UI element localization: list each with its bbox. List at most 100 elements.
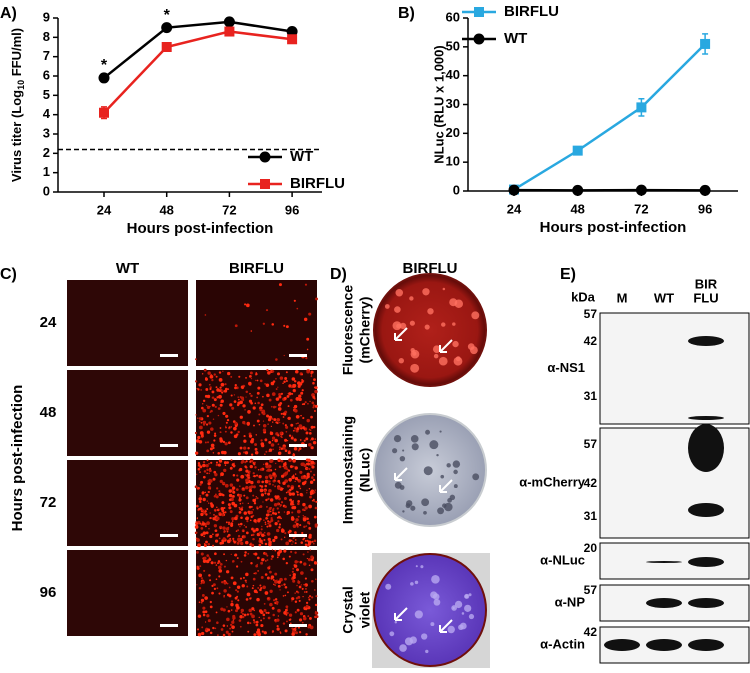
label: * <box>164 7 171 24</box>
cell-dot <box>300 415 302 417</box>
cell-dot <box>283 595 285 597</box>
label: 48 <box>570 201 584 216</box>
plaque <box>471 311 479 319</box>
cell-dot <box>216 517 220 521</box>
plaque <box>443 288 446 291</box>
cell-dot <box>195 451 198 454</box>
cell-dot <box>257 557 260 560</box>
cell-dot <box>280 632 282 634</box>
cell-dot <box>208 619 211 622</box>
cell-dot <box>229 587 231 589</box>
cell-dot <box>213 583 216 586</box>
cell-dot <box>227 593 230 596</box>
cell-dot <box>293 537 295 539</box>
cell-dot <box>284 439 287 442</box>
cell-dot <box>221 399 224 402</box>
cell-dot <box>265 521 267 523</box>
cell-dot <box>257 480 260 483</box>
cell-dot <box>313 474 315 476</box>
cell-dot <box>267 371 271 375</box>
cell-dot <box>229 538 231 540</box>
cell-dot <box>223 553 225 555</box>
cell-dot <box>203 535 205 537</box>
cell-dot <box>296 523 299 526</box>
cell-dot <box>249 544 251 546</box>
cell-dot <box>200 431 204 435</box>
cell-dot <box>260 619 262 621</box>
cell-dot <box>202 594 205 597</box>
cell-dot <box>271 418 273 420</box>
cell-dot <box>263 428 266 431</box>
cell-dot <box>306 492 307 493</box>
cell-dot <box>199 501 201 503</box>
cell-dot <box>266 394 270 398</box>
cell-dot <box>251 614 255 618</box>
cell-dot <box>201 437 203 439</box>
plaque <box>453 460 460 467</box>
cell-dot <box>223 441 225 443</box>
label: kDa <box>571 289 596 304</box>
cell-dot <box>277 609 281 613</box>
cell-dot <box>303 584 304 585</box>
cell-dot <box>224 566 226 568</box>
cell-dot <box>254 466 256 468</box>
cell-dot <box>260 562 263 565</box>
cell-dot <box>217 452 220 455</box>
cell-dot <box>288 470 290 472</box>
cell-dot <box>210 601 212 603</box>
cell-dot <box>274 512 277 515</box>
label: 20 <box>446 125 460 140</box>
cell-dot <box>295 518 298 521</box>
cell-dot <box>269 603 273 607</box>
cell-dot <box>263 323 265 325</box>
cell-dot <box>216 495 219 498</box>
cell-dot <box>311 568 314 571</box>
cell-dot <box>268 543 272 547</box>
cell-dot <box>291 597 294 600</box>
cell-dot <box>199 565 201 567</box>
cell-dot <box>214 473 217 476</box>
cell-dot <box>268 480 270 482</box>
cell-dot <box>284 537 285 538</box>
cell-dot <box>272 539 275 542</box>
cell-dot <box>300 392 303 395</box>
cell-dot <box>205 388 208 391</box>
cell-dot <box>259 518 262 521</box>
cell-dot <box>231 459 233 461</box>
label: BIRFLU <box>229 260 284 277</box>
cell-dot <box>272 607 275 610</box>
cell-dot <box>277 486 280 489</box>
cell-dot <box>265 465 268 468</box>
cell-dot <box>292 384 296 388</box>
cell-dot <box>307 473 310 476</box>
label: WT <box>504 30 527 47</box>
cell-dot <box>282 558 285 561</box>
cell-dot <box>266 506 268 508</box>
cell-dot <box>196 474 197 475</box>
plaque <box>452 322 455 325</box>
cell-dot <box>256 496 257 497</box>
cell-dot <box>292 454 295 457</box>
cell-dot <box>293 389 296 392</box>
cell-dot <box>201 422 203 424</box>
cell-dot <box>196 551 199 554</box>
label: 57 <box>584 583 598 597</box>
cell-dot <box>268 617 271 620</box>
cell-dot <box>220 404 223 407</box>
cell-dot <box>290 399 293 402</box>
cell-dot <box>210 410 213 413</box>
cell-dot <box>303 428 305 430</box>
cell-dot <box>274 495 277 498</box>
cell-dot <box>230 522 233 525</box>
cell-dot <box>196 525 198 527</box>
cell-dot <box>223 589 226 592</box>
cell-dot <box>228 521 230 523</box>
plaque <box>389 631 394 636</box>
cell-dot <box>311 375 313 377</box>
cell-dot <box>287 440 288 441</box>
cell-dot <box>216 386 218 388</box>
cell-dot <box>307 459 310 462</box>
cell-dot <box>196 505 199 508</box>
cell-dot <box>218 493 222 497</box>
cell-dot <box>236 488 239 491</box>
